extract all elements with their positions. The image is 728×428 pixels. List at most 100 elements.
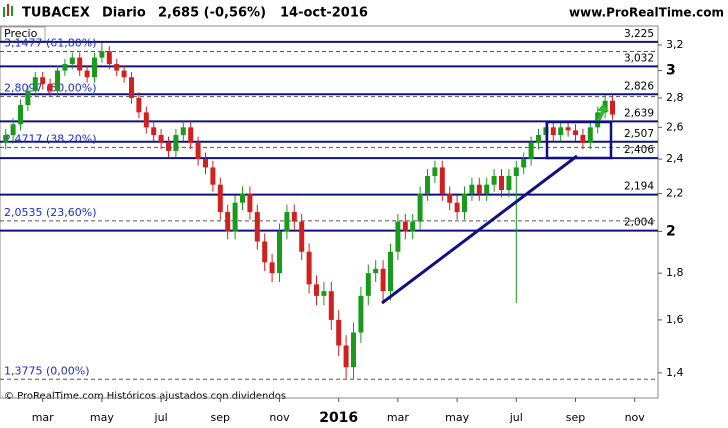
level-label: 2,826 (624, 80, 654, 92)
candle-body (55, 70, 60, 91)
footer: © ProRealTime.com Históricos ajustados c… (4, 390, 286, 402)
candle-body (3, 135, 9, 143)
x-tick-label: sep (211, 411, 230, 424)
candle-body (10, 124, 16, 136)
candle-body (166, 142, 171, 151)
candle-body (580, 135, 586, 143)
panel-label: Precio (4, 27, 38, 40)
quote: 2,685 (-0,56%) (158, 6, 266, 21)
candle-body (158, 135, 164, 143)
candle-body (291, 212, 297, 222)
candle-body (536, 135, 541, 143)
level-label: 2,639 (624, 107, 654, 119)
candle-body (188, 127, 194, 143)
candle-body (210, 167, 216, 185)
candle-body (395, 221, 401, 252)
candle-body (284, 212, 290, 232)
candle-body (447, 193, 453, 203)
candle-body (299, 221, 305, 252)
candle-body (558, 127, 564, 136)
site: www.ProRealTime.com (569, 6, 724, 20)
candle-body (232, 202, 238, 232)
level-label: 2,507 (624, 128, 654, 140)
candle-body (328, 291, 334, 320)
candle-body (195, 142, 201, 160)
candle-body (373, 268, 379, 274)
y-tick-label: 1,8 (666, 266, 684, 279)
symbol: TUBACEX (22, 6, 90, 21)
candle-body (69, 57, 75, 65)
candle-body (358, 295, 364, 333)
candle-body (336, 319, 342, 346)
candle-body (587, 127, 593, 143)
y-tick-label: 2,4 (666, 152, 684, 165)
candle-body (277, 231, 282, 274)
candle-body (47, 84, 53, 91)
fib-label: 2,4717 (38,20%) (4, 132, 97, 145)
fib-label: 3,1477 (61,80%) (4, 37, 97, 50)
logo (3, 4, 13, 17)
y-tick-label: 2,2 (666, 187, 684, 200)
candle-body (550, 127, 556, 136)
level-label: 2,194 (624, 181, 654, 193)
arrow (597, 104, 609, 120)
candle-body (573, 130, 578, 136)
candle-body (18, 105, 23, 125)
candle-body (484, 184, 490, 194)
plot: 1,4 1,6 1,8 2 2,2 2,4 2,6 2,8 3 3,2 3,225 3,032 2,82… (0, 26, 684, 426)
candle-body (306, 251, 312, 285)
level-label: 2,406 (624, 144, 654, 156)
candle-body (40, 77, 46, 85)
candle-body (240, 193, 245, 203)
candle-body (269, 262, 275, 274)
candle-body (262, 241, 268, 263)
candle-body (99, 51, 105, 58)
candle-body (365, 273, 371, 296)
candle-body (469, 184, 475, 194)
candle-body (425, 175, 430, 194)
candle-body (84, 70, 90, 78)
candle-body (380, 268, 386, 292)
candle-body (314, 284, 319, 296)
candle-body (506, 175, 512, 191)
fib-label: 1,3775 (0,00%) (4, 364, 90, 377)
y-tick-label: 2 (666, 223, 676, 239)
x-tick-label: 2016 (319, 410, 358, 426)
date: 14-oct-2016 (280, 6, 368, 21)
candle-body (343, 345, 349, 368)
candle-body (77, 57, 83, 71)
y-tick-label: 1,6 (666, 313, 684, 326)
candle-body (321, 291, 327, 296)
candle-body (521, 159, 527, 168)
x-tick-label: mar (387, 411, 409, 424)
range-box (545, 120, 613, 160)
candle-body (247, 193, 253, 213)
candle-body (25, 90, 31, 106)
candle-body (432, 167, 438, 176)
candle-body (439, 167, 445, 194)
candle-body (254, 212, 260, 242)
candle-body (388, 251, 393, 292)
candle-body (92, 57, 97, 78)
candle-body (513, 167, 519, 176)
y-tick-label: 3 (666, 63, 676, 79)
level-label: 3,225 (624, 28, 654, 40)
y-tick-label: 2,6 (666, 120, 684, 133)
candle-body (180, 127, 186, 136)
candle-body (417, 193, 423, 222)
period: Diario (102, 6, 146, 21)
candle-body (121, 70, 127, 78)
candle-body (114, 64, 120, 71)
level-label: 2,004 (624, 217, 654, 229)
x-tick-label: sep (566, 411, 585, 424)
candle-body (565, 127, 571, 131)
x-tick-label: mar (32, 411, 54, 424)
candle-body (225, 212, 231, 232)
fib-label: 2,0535 (23,60%) (4, 206, 97, 219)
candle-body (476, 184, 482, 194)
candle-body (217, 184, 223, 213)
candle-body (402, 221, 408, 232)
x-tick-label: may (445, 411, 469, 424)
